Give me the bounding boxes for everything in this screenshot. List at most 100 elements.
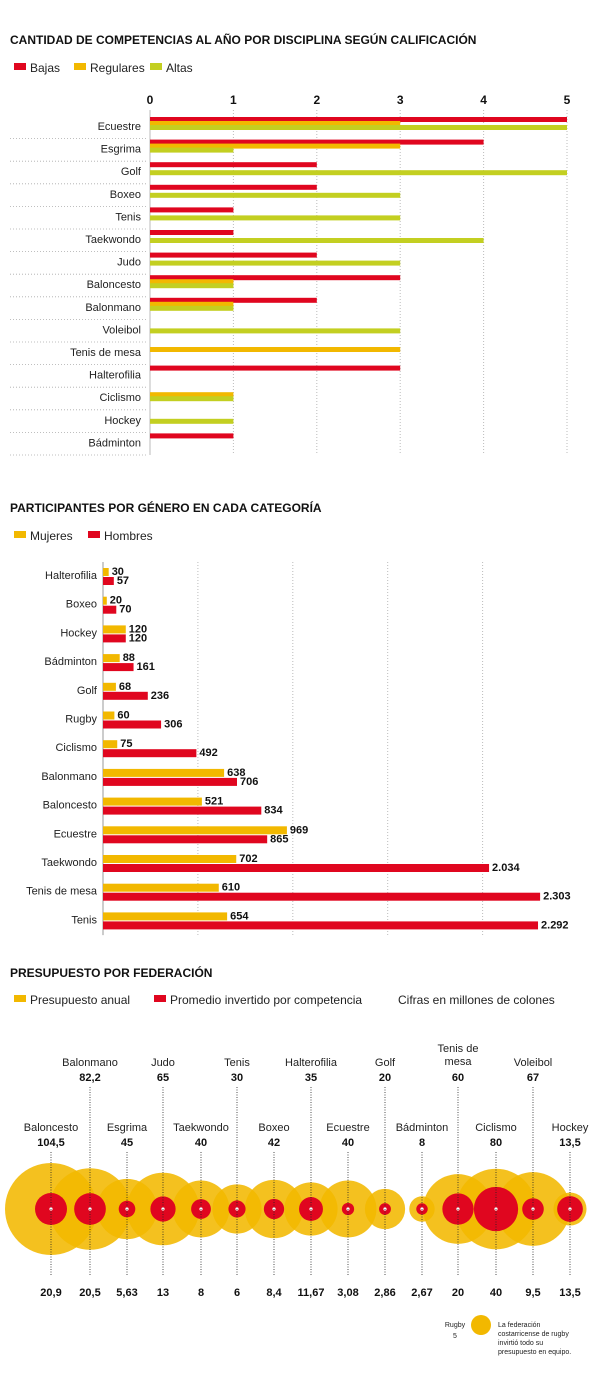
chart3-legend-0: Presupuesto anual xyxy=(30,993,130,1007)
chart3-title: PRESUPUESTO POR FEDERACIÓN xyxy=(10,965,212,980)
average-value: 20,9 xyxy=(40,1287,61,1299)
chart1-category-label: Ecuestre xyxy=(98,121,141,133)
chart2-bar-mujeres xyxy=(103,883,219,892)
chart2-bar-hombres xyxy=(103,806,262,815)
budget-value: 80 xyxy=(490,1137,502,1149)
chart1-bar-altas xyxy=(150,328,401,334)
chart1-bar-altas xyxy=(150,305,234,311)
chart2-bar-mujeres xyxy=(103,596,107,605)
chart1-bar-bajas xyxy=(150,162,317,168)
chart1-category-label: Golf xyxy=(121,166,142,178)
chart1-category-label: Voleibol xyxy=(102,324,141,336)
chart2-bar-mujeres xyxy=(103,912,228,921)
chart1-category-label: Halterofilia xyxy=(89,370,142,382)
chart1-bar-altas xyxy=(150,283,234,289)
chart1-bar-regulares xyxy=(150,301,234,307)
federation-name-line: mesa xyxy=(445,1056,473,1068)
chart1-bar-altas xyxy=(150,396,234,402)
average-value: 9,5 xyxy=(525,1287,540,1299)
chart2-category-label: Baloncesto xyxy=(43,800,97,812)
chart2-value-label: 75 xyxy=(120,738,132,750)
chart2-value-label: 865 xyxy=(270,833,288,845)
chart2-value-label: 120 xyxy=(129,632,147,644)
chart1-legend-0-swatch xyxy=(14,63,26,70)
average-value: 6 xyxy=(234,1287,240,1299)
federation-name: Ecuestre xyxy=(326,1122,369,1134)
chart3-legend-1-swatch xyxy=(154,995,166,1002)
chart1-bar-regulares xyxy=(150,279,234,285)
chart2-value-label: 57 xyxy=(117,575,129,587)
chart2-value-label: 521 xyxy=(205,796,223,808)
average-value: 3,08 xyxy=(337,1287,358,1299)
chart1-category-label: Taekwondo xyxy=(85,234,141,246)
chart1-bar-bajas xyxy=(150,297,317,303)
chart1-bar-bajas xyxy=(150,184,317,190)
budget-value: 40 xyxy=(195,1137,207,1149)
chart2-value-label: 161 xyxy=(137,661,155,673)
chart1-bar-bajas xyxy=(150,230,234,235)
chart1-tick-label: 3 xyxy=(397,93,404,107)
chart1-title: CANTIDAD DE COMPETENCIAS AL AÑO POR DISC… xyxy=(10,32,476,47)
chart1-bar-bajas xyxy=(150,433,234,439)
chart2-value-label: 236 xyxy=(151,690,169,702)
chart2-value-label: 88 xyxy=(123,652,135,664)
chart2-value-label: 610 xyxy=(222,882,240,894)
chart1-category-label: Esgrima xyxy=(101,144,142,156)
chart1-category-label: Judo xyxy=(117,257,141,269)
chart2-category-label: Ecuestre xyxy=(54,828,97,840)
chart2-bar-hombres xyxy=(103,634,126,643)
federation-name: Tenis de mesa xyxy=(438,1043,479,1068)
chart1-bar-bajas xyxy=(150,252,317,258)
average-value: 13 xyxy=(157,1287,169,1299)
chart2-value-label: 68 xyxy=(119,681,131,693)
chart2-value-label: 60 xyxy=(117,710,129,722)
chart2-bar-mujeres xyxy=(103,797,202,806)
chart2-category-label: Tenis xyxy=(71,914,97,926)
chart1-bar-bajas xyxy=(150,207,234,213)
chart1-category-label: Tenis de mesa xyxy=(70,347,142,359)
chart2-category-label: Boxeo xyxy=(66,599,97,611)
chart1-bar-regulares xyxy=(150,143,401,149)
chart2-title: PARTICIPANTES POR GÉNERO EN CADA CATEGOR… xyxy=(10,500,322,515)
rugby-note-line: invirtió todo su xyxy=(498,1340,543,1347)
chart2-bar-mujeres xyxy=(103,625,126,634)
chart1-tick-label: 2 xyxy=(313,93,320,107)
chart2-bar-hombres xyxy=(103,921,539,930)
chart1-bar-altas xyxy=(150,170,567,176)
federation-name: Boxeo xyxy=(258,1122,289,1134)
average-value: 5,63 xyxy=(116,1287,137,1299)
chart2-value-label: 120 xyxy=(129,623,147,635)
chart2-bar-mujeres xyxy=(103,711,115,720)
chart1-legend-1-swatch xyxy=(74,63,86,70)
federation-name: Bádminton xyxy=(396,1122,449,1134)
chart2-category-label: Tenis de mesa xyxy=(26,886,98,898)
chart1-bar-regulares xyxy=(150,347,401,352)
average-value: 2,86 xyxy=(374,1287,395,1299)
budget-value: 30 xyxy=(231,1072,243,1084)
chart2-bar-hombres xyxy=(103,605,117,614)
budget-value: 104,5 xyxy=(37,1137,65,1149)
chart1-tick-label: 4 xyxy=(480,93,487,107)
chart1-bar-bajas xyxy=(150,117,567,122)
chart2-value-label: 492 xyxy=(199,747,217,759)
chart2-bar-mujeres xyxy=(103,855,237,863)
chart2-bar-hombres xyxy=(103,691,148,700)
chart1-legend-2-swatch xyxy=(150,63,162,70)
federation-name: Esgrima xyxy=(107,1122,148,1134)
chart2-category-label: Rugby xyxy=(65,714,97,726)
chart2-category-label: Taekwondo xyxy=(41,857,97,869)
average-value: 8,4 xyxy=(266,1287,282,1299)
chart2-value-label: 70 xyxy=(119,604,131,616)
federation-name: Baloncesto xyxy=(24,1122,78,1134)
chart2-bar-hombres xyxy=(103,835,268,844)
average-value: 40 xyxy=(490,1287,502,1299)
budget-value: 40 xyxy=(342,1137,354,1149)
chart2-category-label: Halterofilia xyxy=(45,570,98,582)
budget-value: 8 xyxy=(419,1137,425,1149)
chart2-bar-hombres xyxy=(103,663,134,672)
chart2-category-label: Ciclismo xyxy=(55,742,97,754)
federation-name: Tenis xyxy=(224,1057,250,1069)
chart1-category-label: Baloncesto xyxy=(87,279,141,291)
rugby-note-line: La federación xyxy=(498,1322,541,1329)
chart2-value-label: 306 xyxy=(164,719,182,731)
